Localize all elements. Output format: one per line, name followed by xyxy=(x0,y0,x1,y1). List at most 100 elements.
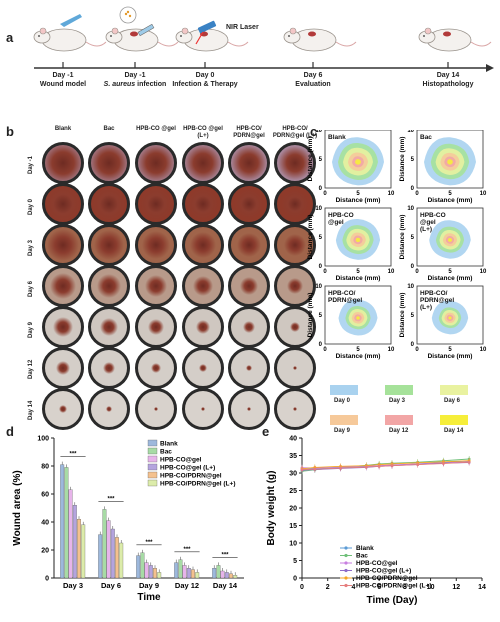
bar xyxy=(174,562,179,579)
trace-region xyxy=(447,159,453,165)
bar xyxy=(144,562,149,579)
trace-tick-y: 5 xyxy=(319,235,323,241)
y-tick-label: 60 xyxy=(41,492,49,499)
trace-xlabel: Distance (mm) xyxy=(336,197,381,204)
legend-label: HPB-CO@gel (L+) xyxy=(160,465,215,472)
photo-column-header: HPB-CO @gel xyxy=(136,126,176,132)
data-point xyxy=(313,467,317,471)
photo-row-header: Day -1 xyxy=(28,155,34,174)
timeline-step-day: Day 6 xyxy=(303,72,323,79)
trace-title: Blank xyxy=(328,134,346,141)
x-tick-label: Day 6 xyxy=(101,581,121,590)
trace-tick-y: 0 xyxy=(319,264,323,270)
timeline-step-day: Day -1 xyxy=(52,72,74,79)
legend-label: HPB-CO/PDRN@gel (L+) xyxy=(356,583,432,590)
photo-row-header: Day 3 xyxy=(28,239,34,256)
trace-tick-x: 10 xyxy=(388,269,395,275)
panel-label-c: c xyxy=(310,124,318,139)
wound-photo xyxy=(42,347,84,389)
legend-label: Day 3 xyxy=(389,398,406,404)
timeline-step-desc: Wound model xyxy=(39,81,87,88)
significance-label: *** xyxy=(69,452,77,458)
x-tick-label: 12 xyxy=(452,584,460,591)
significance-label: *** xyxy=(107,496,115,502)
wound-photo xyxy=(42,306,84,348)
y-tick-label: 10 xyxy=(289,541,297,548)
wound-photo xyxy=(274,347,316,389)
trace-tick-x: 5 xyxy=(448,269,452,275)
wound-photo xyxy=(88,183,130,225)
x-tick-label: 10 xyxy=(427,584,435,591)
trace-tick-x: 10 xyxy=(480,269,487,275)
wound-photo xyxy=(42,224,84,266)
trace-tick-x: 0 xyxy=(415,269,419,275)
bar xyxy=(102,509,107,579)
wound-photo xyxy=(182,183,224,225)
trace-tick-x: 0 xyxy=(323,191,327,197)
trace-ylabel: Distance (mm) xyxy=(399,137,406,182)
legend-label: Bac xyxy=(160,449,172,456)
bar xyxy=(178,559,183,579)
timeline-step-day: Day 0 xyxy=(195,72,215,79)
x-tick-label: 0 xyxy=(300,584,304,591)
y-tick-label: 15 xyxy=(289,523,297,530)
legend-marker xyxy=(344,546,348,550)
y-tick-label: 0 xyxy=(293,576,297,583)
wound-photo xyxy=(274,142,316,184)
laser-label: NIR Laser xyxy=(226,24,259,31)
photo-row-header: Day 0 xyxy=(28,198,34,215)
bar xyxy=(98,534,103,579)
panel-label-b: b xyxy=(6,124,14,139)
wound-photo xyxy=(182,142,224,184)
trace-ylabel: Distance (mm) xyxy=(307,137,314,182)
bar xyxy=(233,575,238,579)
x-axis-label: Time xyxy=(137,592,161,603)
wound-photo xyxy=(135,142,177,184)
legend-swatch xyxy=(330,385,358,395)
y-tick-label: 35 xyxy=(289,453,297,460)
x-tick-label: 8 xyxy=(403,584,407,591)
trace-xlabel: Distance (mm) xyxy=(336,275,381,282)
trace-region xyxy=(447,237,453,242)
bar xyxy=(64,467,69,579)
wound-photo xyxy=(274,265,316,307)
trace-ylabel: Distance (mm) xyxy=(399,293,406,338)
mouse-icon xyxy=(175,27,249,52)
timeline-step-day: Day 14 xyxy=(436,72,460,79)
trace-tick-x: 10 xyxy=(388,191,395,197)
wound-photo xyxy=(228,224,270,266)
bar xyxy=(60,464,65,579)
x-tick-label: 4 xyxy=(351,584,355,591)
bar xyxy=(212,568,217,579)
trace-tick-x: 0 xyxy=(415,347,419,353)
bar xyxy=(115,537,119,579)
wound-photo xyxy=(135,347,177,389)
y-tick-label: 25 xyxy=(289,488,297,495)
wound-photo xyxy=(274,306,316,348)
wound-photo xyxy=(88,265,130,307)
trace-tick-x: 0 xyxy=(323,269,327,275)
trace-tick-x: 5 xyxy=(356,269,360,275)
bar xyxy=(68,489,73,579)
bar xyxy=(77,519,81,579)
trace-tick-x: 0 xyxy=(415,191,419,197)
photo-column-header: HPB-CO/ PDRN@gel xyxy=(233,126,265,139)
legend-swatch xyxy=(147,471,158,479)
trace-tick-y: 5 xyxy=(411,157,415,163)
trace-tick-x: 10 xyxy=(388,347,395,353)
trace-ylabel: Distance (mm) xyxy=(399,215,406,260)
legend-marker xyxy=(344,583,348,588)
trace-tick-y: 5 xyxy=(411,235,415,241)
trace-tick-x: 10 xyxy=(480,191,487,197)
bar xyxy=(106,520,111,579)
legend-label: Day 0 xyxy=(334,398,351,404)
bar xyxy=(224,572,229,579)
body-weight-chart: 0 5 10 15 20 25 30 35 40 0 2 4 6 8 10 12 14 Time (Day) Bod… xyxy=(266,436,486,607)
trace-tick-y: 10 xyxy=(315,130,322,134)
timeline-step-day: Day -1 xyxy=(124,72,146,79)
scalpel-icon xyxy=(60,14,82,27)
wound-photo xyxy=(228,388,270,430)
